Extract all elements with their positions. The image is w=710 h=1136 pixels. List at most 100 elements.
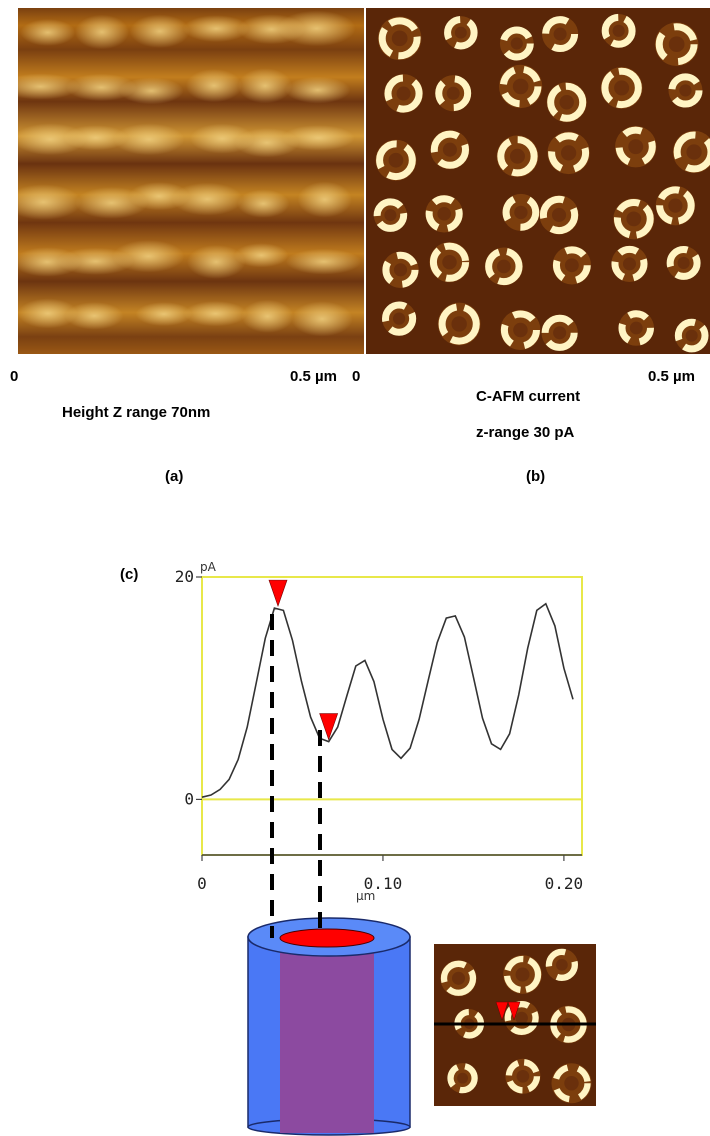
current-ring <box>613 199 654 239</box>
inset-marker-1 <box>495 1001 509 1021</box>
current-ring-core <box>457 1072 468 1084</box>
panel-b-axis-end: 0.5 µm <box>648 368 695 385</box>
nanotube-cylinder-schematic <box>247 917 411 1136</box>
x-unit-label: µm <box>356 889 375 903</box>
height-texture-blob <box>186 244 246 279</box>
current-ring <box>615 126 656 167</box>
profile-marker <box>319 713 339 741</box>
current-ring <box>505 1059 541 1094</box>
current-ring <box>378 17 421 60</box>
current-ring-core <box>668 198 683 213</box>
current-ring <box>618 310 654 346</box>
current-ring-core <box>614 80 630 96</box>
current-ring-core <box>628 139 644 155</box>
panel-b-axis-start: 0 <box>352 368 361 385</box>
y-tick-label: 0 <box>184 789 194 808</box>
current-ring-core <box>686 144 702 160</box>
current-ring-core <box>553 326 567 340</box>
current-ring-core <box>559 95 574 110</box>
current-ring <box>666 245 701 280</box>
current-ring <box>503 955 542 994</box>
current-ring-core <box>515 967 530 982</box>
current-ring-core <box>393 263 408 277</box>
current-ring-core <box>513 322 528 338</box>
current-ring <box>552 246 591 285</box>
height-texture-blob <box>113 123 185 156</box>
height-texture-blob <box>18 298 78 329</box>
current-ring-core <box>556 959 568 971</box>
current-ring-core <box>512 78 529 95</box>
current-ring-core <box>612 24 625 37</box>
current-ring-core <box>396 86 411 101</box>
current-ring-core <box>685 329 698 342</box>
height-texture-blob <box>183 15 250 43</box>
height-texture-blob <box>183 301 248 327</box>
height-texture-blob <box>20 19 76 46</box>
current-ring-core <box>622 257 637 271</box>
current-ring <box>444 15 478 50</box>
current-ring <box>499 26 534 61</box>
current-ring <box>376 140 416 181</box>
current-ring <box>438 303 480 345</box>
current-ring-core <box>446 86 460 100</box>
current-ring-core <box>626 211 642 227</box>
current-ring <box>497 136 538 177</box>
height-texture-blob <box>285 248 362 275</box>
height-texture-blob <box>241 299 294 333</box>
current-ring <box>541 314 578 351</box>
current-ring <box>429 242 470 282</box>
current-ring-core <box>629 321 643 335</box>
current-ring <box>539 195 579 235</box>
current-ring-core <box>553 27 567 41</box>
current-ring-core <box>560 145 577 161</box>
current-profile-chart: 0 0.10 0.20 20 0 pA µm <box>175 560 583 903</box>
current-ring-core <box>668 36 685 53</box>
height-texture-blob <box>65 302 124 330</box>
current-ring <box>674 318 709 353</box>
current-ring-core <box>510 37 523 50</box>
panel-a-axis-end: 0.5 µm <box>290 368 337 385</box>
current-ring-core <box>515 1011 528 1025</box>
inset-marker-2 <box>507 1001 521 1021</box>
cylinder-core-top <box>279 928 375 948</box>
current-ring-core <box>454 26 467 39</box>
current-ring <box>673 131 710 173</box>
panel-a-caption: Height Z range 70nm <box>62 404 211 421</box>
current-ring <box>485 247 523 286</box>
height-texture-blob <box>297 181 352 218</box>
guide-lines <box>270 614 322 938</box>
height-texture-blob <box>285 76 351 104</box>
series-line <box>201 602 574 798</box>
height-texture-blob <box>135 302 193 327</box>
height-texture-blob <box>18 184 82 220</box>
height-texture-blob <box>277 10 356 47</box>
height-texture-blob <box>234 243 289 268</box>
current-ring-core <box>551 207 567 222</box>
current-ring <box>504 1000 539 1036</box>
x-tick-label: 0.10 <box>364 874 403 893</box>
current-ring-core <box>516 1069 530 1083</box>
current-afm-image <box>366 8 710 354</box>
current-ring <box>500 310 540 350</box>
panel-a-label: (a) <box>165 468 184 485</box>
height-texture-blob <box>237 68 293 104</box>
current-ring <box>601 67 642 109</box>
current-ring <box>440 960 477 996</box>
current-ring-core <box>564 1076 579 1091</box>
current-ring <box>502 194 540 231</box>
height-texture-blob <box>63 125 129 151</box>
current-ring <box>655 23 698 66</box>
current-ring <box>425 195 463 233</box>
height-texture-blob <box>171 182 243 216</box>
current-ring <box>611 245 648 282</box>
height-texture-blob <box>237 189 290 218</box>
current-ring <box>656 186 695 225</box>
y-unit-label: pA <box>200 560 217 574</box>
current-ring <box>430 130 470 169</box>
inset-current-image <box>434 944 596 1106</box>
current-ring-core <box>392 312 406 325</box>
panel-b-caption-line1: C-AFM current <box>476 388 581 405</box>
current-ring-core <box>509 148 525 164</box>
panel-b-caption-line2: z-range 30 pA <box>476 424 575 441</box>
current-ring-core <box>388 152 404 168</box>
